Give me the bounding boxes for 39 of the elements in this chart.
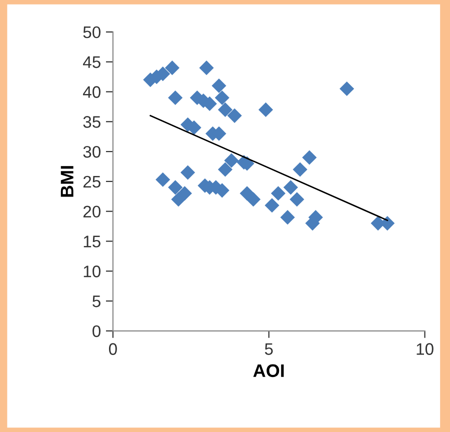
y-tick-label: 25: [83, 176, 100, 188]
point: [227, 108, 242, 123]
point: [177, 186, 192, 201]
point: [270, 186, 286, 201]
point: [302, 150, 317, 165]
point: [180, 165, 196, 180]
y-tick-label: 30: [83, 146, 100, 158]
point: [258, 102, 274, 117]
y-tick-label: 10: [84, 266, 100, 278]
x-axis-title: AOI: [253, 364, 284, 378]
y-tick-label: 50: [83, 26, 100, 38]
point: [218, 162, 232, 177]
y-tick-label: 45: [82, 56, 100, 68]
y-tick-label: 40: [82, 86, 100, 98]
point: [290, 192, 304, 207]
point: [156, 172, 170, 187]
point: [246, 192, 261, 207]
point: [218, 102, 232, 117]
point: [264, 198, 280, 213]
point: [283, 180, 298, 195]
point: [280, 210, 295, 225]
y-tick-label: 5: [92, 296, 100, 308]
point: [224, 153, 239, 168]
x-tick-label: 5: [264, 343, 273, 355]
point: [168, 180, 183, 195]
point: [164, 60, 180, 76]
point: [214, 90, 230, 106]
point: [340, 81, 354, 96]
point: [168, 90, 183, 106]
y-tick-label: 20: [83, 206, 100, 218]
y-axis-title: BMI: [60, 166, 74, 197]
y-tick-label: 35: [83, 116, 100, 128]
x-tick-label: 10: [416, 343, 434, 355]
y-tick-label: 0: [92, 325, 100, 338]
y-tick-label: 15: [84, 236, 100, 248]
point: [212, 78, 226, 94]
point: [199, 60, 214, 76]
point: [292, 162, 308, 177]
x-tick-label: 0: [108, 343, 117, 355]
